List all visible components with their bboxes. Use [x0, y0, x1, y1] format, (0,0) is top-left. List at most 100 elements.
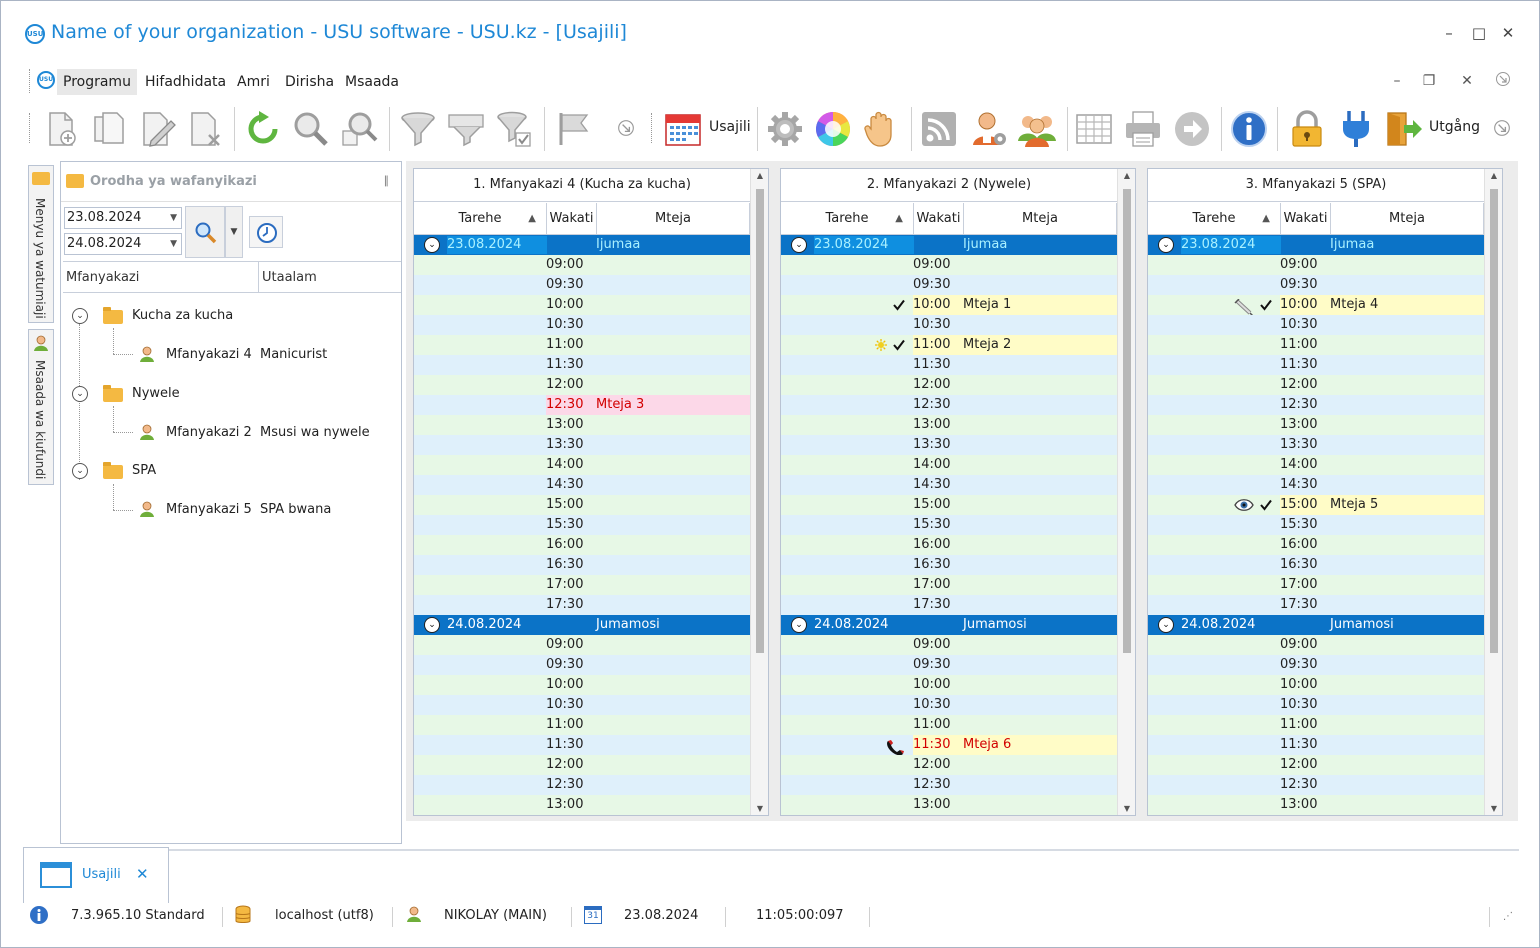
time-slot-row[interactable]: 11:30: [1148, 355, 1484, 375]
time-slot-row[interactable]: 17:30: [414, 595, 750, 615]
pin-icon[interactable]: ∥: [383, 174, 390, 187]
time-slot-row[interactable]: 09:30: [781, 655, 1117, 675]
time-slot-row[interactable]: 10:00: [1148, 675, 1484, 695]
tab-close-icon[interactable]: ✕: [136, 865, 149, 883]
col-date-header[interactable]: Tarehe ▲: [781, 203, 914, 235]
collapse-icon[interactable]: ⌄: [791, 617, 807, 633]
time-slot-row[interactable]: 11:30: [414, 355, 750, 375]
time-slot-row[interactable]: 10:30: [1148, 315, 1484, 335]
mdi-minimize-button[interactable]: –: [1393, 73, 1401, 89]
chevron-down-icon[interactable]: ▼: [170, 213, 177, 223]
scroll-down-icon[interactable]: ▼: [1123, 804, 1131, 813]
time-slot-row[interactable]: 14:00: [414, 455, 750, 475]
search-button[interactable]: [185, 206, 225, 258]
time-slot-row[interactable]: 13:30: [414, 435, 750, 455]
time-slot-row[interactable]: 14:00: [1148, 455, 1484, 475]
time-slot-row[interactable]: 11:30 Mteja 6: [781, 735, 1117, 756]
col-date-header[interactable]: Tarehe ▲: [414, 203, 547, 235]
time-slot-row[interactable]: 11:30: [1148, 735, 1484, 755]
day-header-row[interactable]: ⌄ 23.08.2024 Ijumaa: [1148, 235, 1484, 255]
time-slot-row[interactable]: 14:30: [781, 475, 1117, 495]
time-slot-row[interactable]: 10:00: [781, 675, 1117, 695]
edit-icon[interactable]: [137, 109, 177, 149]
day-header-row[interactable]: ⌄ 23.08.2024 Ijumaa: [781, 235, 1117, 255]
time-slot-row[interactable]: 09:00: [781, 635, 1117, 655]
time-slot-row[interactable]: 11:00 Mteja 2: [781, 335, 1117, 355]
time-slot-row[interactable]: 13:00: [1148, 415, 1484, 435]
col-client-header[interactable]: Mteja: [1331, 203, 1484, 235]
date-to-field[interactable]: 24.08.2024 ▼: [64, 233, 182, 255]
menu-msaada[interactable]: Msaada: [345, 74, 399, 90]
time-slot-row[interactable]: 09:00: [781, 255, 1117, 275]
time-slot-row[interactable]: 13:00: [781, 795, 1117, 815]
time-slot-row[interactable]: 15:00 Mteja 5: [1148, 495, 1484, 515]
rss-icon[interactable]: [919, 109, 959, 149]
search-icon[interactable]: [291, 109, 331, 149]
menu-overflow-icon[interactable]: [1493, 71, 1513, 91]
time-slot-row[interactable]: 13:00: [414, 415, 750, 435]
time-slot-row[interactable]: 17:00: [781, 575, 1117, 595]
advanced-search-icon[interactable]: [339, 109, 379, 149]
time-slot-row[interactable]: 09:00: [414, 635, 750, 655]
time-slot-row[interactable]: 13:00: [1148, 795, 1484, 815]
menu-amri[interactable]: Amri: [237, 74, 270, 90]
forward-icon[interactable]: [1172, 109, 1212, 149]
close-button[interactable]: ✕: [1501, 24, 1515, 42]
tree-group-row[interactable]: ⌄ Kucha za kucha: [61, 305, 361, 327]
scroll-thumb[interactable]: [1490, 189, 1498, 653]
time-slot-row[interactable]: 17:00: [414, 575, 750, 595]
time-slot-row[interactable]: 12:00: [414, 375, 750, 395]
collapse-icon[interactable]: ⌄: [1158, 617, 1174, 633]
day-header-row[interactable]: ⌄ 24.08.2024 Jumamosi: [414, 615, 750, 635]
time-slot-row[interactable]: 11:00: [414, 715, 750, 735]
vertical-scrollbar[interactable]: ▲ ▼: [1484, 169, 1502, 815]
time-slot-row[interactable]: 15:30: [781, 515, 1117, 535]
toolbar-overflow-icon[interactable]: [1493, 119, 1513, 139]
menu-hifadhidata[interactable]: Hifadhidata: [145, 74, 227, 90]
time-slot-row[interactable]: 10:30: [1148, 695, 1484, 715]
time-slot-row[interactable]: 16:00: [414, 535, 750, 555]
time-slot-row[interactable]: 15:00: [781, 495, 1117, 515]
collapse-icon[interactable]: ⌄: [424, 617, 440, 633]
time-slot-row[interactable]: 12:30 Mteja 3: [414, 395, 750, 415]
info-icon[interactable]: [1229, 109, 1269, 149]
time-slot-row[interactable]: 09:30: [1148, 655, 1484, 675]
menu-dirisha[interactable]: Dirisha: [285, 74, 335, 90]
toolbar-overflow-icon[interactable]: [617, 119, 637, 139]
time-slot-row[interactable]: 12:30: [1148, 395, 1484, 415]
day-header-row[interactable]: ⌄ 24.08.2024 Jumamosi: [781, 615, 1117, 635]
collapse-icon[interactable]: ⌄: [1158, 237, 1174, 253]
time-slot-row[interactable]: 10:00: [414, 675, 750, 695]
copy-icon[interactable]: [89, 109, 129, 149]
time-slot-row[interactable]: 15:00: [414, 495, 750, 515]
scroll-up-icon[interactable]: ▲: [1123, 171, 1131, 180]
tree-employee-row[interactable]: Mfanyakazi 4 Manicurist: [61, 344, 361, 366]
minimize-button[interactable]: –: [1445, 24, 1453, 42]
tree-employee-row[interactable]: Mfanyakazi 2 Msusi wa nywele: [61, 422, 370, 444]
scroll-up-icon[interactable]: ▲: [1490, 171, 1498, 180]
vertical-scrollbar[interactable]: ▲ ▼: [750, 169, 768, 815]
hand-icon[interactable]: [861, 109, 901, 149]
resize-grip-icon[interactable]: ⋰: [1503, 911, 1513, 922]
collapse-icon[interactable]: ⌄: [424, 237, 440, 253]
time-slot-row[interactable]: 09:30: [414, 655, 750, 675]
exit-label[interactable]: Utgång: [1429, 119, 1480, 135]
time-slot-row[interactable]: 10:30: [414, 315, 750, 335]
time-slot-row[interactable]: 16:30: [414, 555, 750, 575]
time-slot-row[interactable]: 13:30: [1148, 435, 1484, 455]
time-slot-row[interactable]: 11:30: [414, 735, 750, 755]
col-time-header[interactable]: Wakati: [914, 203, 964, 235]
time-slot-row[interactable]: 12:00: [781, 755, 1117, 775]
time-slot-row[interactable]: 14:30: [414, 475, 750, 495]
time-slot-row[interactable]: 11:30: [781, 355, 1117, 375]
time-slot-row[interactable]: 10:00 Mteja 4: [1148, 295, 1484, 317]
time-slot-row[interactable]: 12:00: [414, 755, 750, 775]
col-client-header[interactable]: Mteja: [597, 203, 750, 235]
time-slot-row[interactable]: 09:00: [1148, 635, 1484, 655]
col-client-header[interactable]: Mteja: [964, 203, 1117, 235]
search-dropdown-button[interactable]: ▼: [225, 206, 243, 258]
time-slot-row[interactable]: 12:30: [781, 395, 1117, 415]
time-slot-row[interactable]: 17:30: [781, 595, 1117, 615]
scroll-down-icon[interactable]: ▼: [756, 804, 764, 813]
time-slot-row[interactable]: 13:30: [781, 435, 1117, 455]
